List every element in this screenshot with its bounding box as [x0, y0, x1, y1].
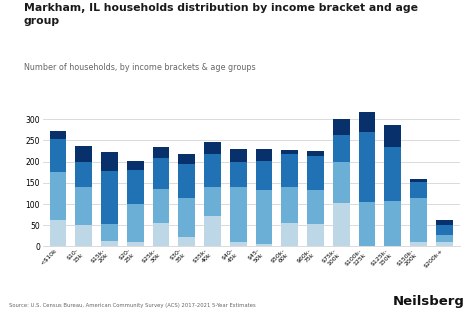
Bar [282, 187, 298, 223]
Bar [333, 119, 350, 135]
Bar [204, 154, 221, 187]
Bar [101, 223, 118, 241]
Bar [359, 202, 375, 246]
Bar [282, 223, 298, 246]
Bar [101, 241, 118, 246]
Bar [153, 223, 170, 246]
Bar [153, 147, 170, 158]
Bar [50, 131, 66, 139]
Bar [230, 242, 246, 246]
Bar [410, 198, 427, 242]
Bar [204, 143, 221, 154]
Bar [256, 161, 273, 190]
Bar [256, 190, 273, 244]
Bar [127, 242, 144, 246]
Bar [127, 161, 144, 170]
Bar [410, 179, 427, 181]
Bar [359, 112, 375, 132]
Bar [75, 187, 92, 225]
Text: Number of households, by income brackets & age groups: Number of households, by income brackets… [24, 63, 255, 72]
Bar [101, 152, 118, 171]
Bar [127, 170, 144, 204]
Bar [384, 125, 401, 147]
Bar [75, 162, 92, 187]
Bar [333, 203, 350, 246]
Bar [256, 244, 273, 246]
Bar [436, 242, 453, 246]
Bar [179, 198, 195, 237]
Bar [179, 164, 195, 198]
Bar [333, 135, 350, 162]
Bar [179, 237, 195, 246]
Bar [75, 146, 92, 162]
Bar [282, 150, 298, 154]
Bar [50, 220, 66, 246]
Bar [204, 216, 221, 246]
Bar [75, 225, 92, 246]
Bar [153, 158, 170, 189]
Bar [410, 242, 427, 246]
Text: Source: U.S. Census Bureau, American Community Survey (ACS) 2017-2021 5-Year Est: Source: U.S. Census Bureau, American Com… [9, 303, 256, 308]
Bar [436, 234, 453, 242]
Bar [410, 181, 427, 198]
Bar [127, 204, 144, 242]
Bar [179, 154, 195, 164]
Bar [50, 139, 66, 172]
Text: Markham, IL households distribution by income bracket and age
group: Markham, IL households distribution by i… [24, 3, 418, 26]
Bar [230, 149, 246, 162]
Bar [50, 172, 66, 220]
Bar [256, 149, 273, 161]
Bar [101, 171, 118, 223]
Bar [153, 189, 170, 223]
Bar [230, 187, 246, 242]
Bar [307, 151, 324, 156]
Bar [333, 162, 350, 203]
Text: Neilsberg: Neilsberg [392, 295, 465, 308]
Bar [436, 225, 453, 234]
Bar [307, 190, 324, 224]
Bar [436, 220, 453, 225]
Bar [359, 132, 375, 202]
Bar [307, 224, 324, 246]
Bar [204, 187, 221, 216]
Bar [384, 201, 401, 246]
Bar [307, 156, 324, 190]
Bar [230, 162, 246, 187]
Bar [282, 154, 298, 187]
Bar [384, 147, 401, 201]
